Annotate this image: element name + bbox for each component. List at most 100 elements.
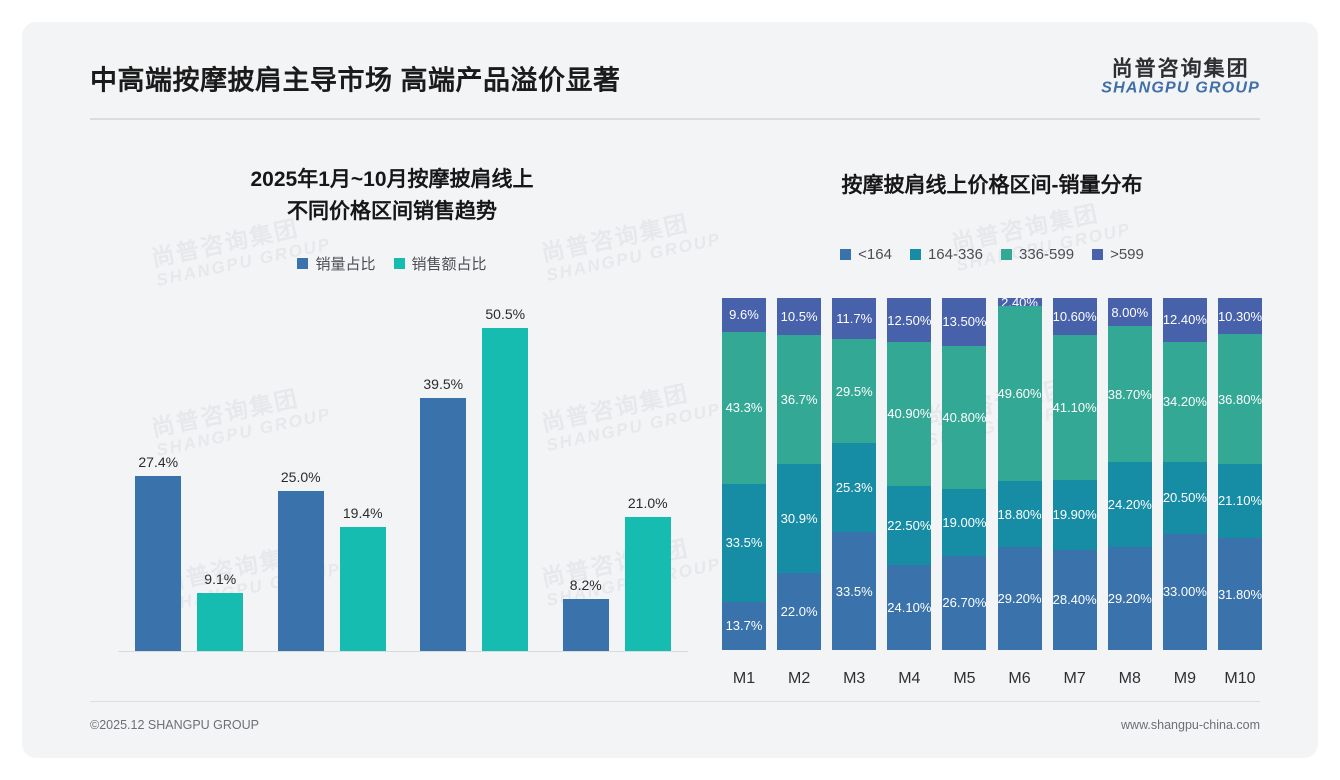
bar[interactable]	[339, 526, 386, 651]
legend-label: <164	[858, 245, 892, 263]
stacked-segment[interactable]: 40.80%	[942, 345, 987, 490]
bar-column[interactable]: 50.5%	[482, 306, 529, 651]
stacked-segment[interactable]: 36.7%	[777, 334, 822, 464]
stacked-segment[interactable]: 29.20%	[997, 547, 1042, 650]
stacked-bar-column[interactable]: 9.6% 43.3% 33.5% 13.7%	[722, 298, 766, 650]
stacked-segment[interactable]: 10.60%	[1052, 298, 1097, 336]
bar[interactable]	[420, 398, 467, 651]
stacked-segment[interactable]: 9.6%	[722, 298, 766, 332]
segment-value-label: 38.70%	[1107, 386, 1152, 402]
stacked-segment[interactable]: 26.70%	[942, 556, 987, 650]
bar[interactable]	[197, 592, 244, 651]
left-chart-title-line1: 2025年1月~10月按摩披肩线上	[250, 168, 534, 191]
segment-value-label: 31.80%	[1217, 586, 1262, 602]
stacked-segment[interactable]: 34.20%	[1162, 341, 1207, 462]
bar-column[interactable]: 9.1%	[197, 571, 244, 651]
stacked-bar-column[interactable]: 10.60% 41.10% 19.90% 28.40%	[1052, 298, 1097, 650]
bar[interactable]	[277, 491, 324, 651]
stacked-segment[interactable]: 8.00%	[1107, 298, 1152, 327]
bar-column[interactable]: 39.5%	[420, 376, 467, 651]
stacked-segment[interactable]: 19.00%	[942, 489, 987, 556]
x-axis-tick-label: M5	[953, 670, 976, 687]
left-legend-item[interactable]: 销量占比	[297, 253, 376, 274]
x-axis-tick-label: M9	[1173, 670, 1196, 687]
segment-value-label: 13.7%	[725, 618, 763, 634]
stacked-bar-column[interactable]: 11.7% 29.5% 25.3% 33.5%	[832, 298, 877, 650]
segment-value-label: 10.60%	[1052, 309, 1097, 325]
stacked-bar-column[interactable]: 12.50% 40.90% 22.50% 24.10%	[887, 298, 932, 650]
stacked-segment[interactable]: 22.50%	[887, 485, 932, 566]
stacked-segment[interactable]: 18.80%	[997, 481, 1042, 548]
logo-english-text: SHANGPU GROUP	[1101, 79, 1260, 97]
stacked-segment[interactable]: 29.20%	[1107, 547, 1152, 650]
stacked-segment[interactable]: 38.70%	[1107, 326, 1152, 463]
segment-value-label: 24.20%	[1107, 497, 1152, 513]
stacked-segment[interactable]: 2.40%	[997, 298, 1042, 310]
stacked-segment[interactable]: 19.90%	[1052, 479, 1097, 551]
stacked-segment[interactable]: 13.50%	[942, 298, 987, 346]
stacked-segment[interactable]: 43.3%	[722, 331, 766, 485]
stacked-bar-column[interactable]: 10.30% 36.80% 21.10% 31.80%	[1217, 298, 1262, 650]
x-axis-line	[118, 651, 688, 652]
stacked-segment[interactable]: 33.5%	[832, 532, 877, 650]
bar-column[interactable]: 21.0%	[624, 495, 671, 651]
bar[interactable]	[624, 516, 671, 651]
stacked-segment[interactable]: 33.5%	[722, 484, 766, 602]
segment-value-label: 43.3%	[725, 400, 763, 416]
segment-value-label: 11.7%	[836, 311, 873, 327]
bar[interactable]	[562, 598, 609, 651]
bar-column[interactable]: 25.0%	[277, 469, 324, 651]
stacked-segment[interactable]: 33.00%	[1162, 533, 1207, 650]
segment-value-label: 28.40%	[1052, 592, 1097, 608]
segment-value-label: 26.70%	[942, 595, 987, 611]
x-axis-tick-label: M4	[898, 670, 921, 687]
bar-column[interactable]: 27.4%	[135, 454, 182, 651]
bar-column[interactable]: 8.2%	[562, 577, 609, 651]
stacked-segment[interactable]: 28.40%	[1052, 550, 1097, 650]
segment-value-label: 2.40%	[1001, 298, 1038, 310]
stacked-bar-column[interactable]: 8.00% 38.70% 24.20% 29.20%	[1107, 298, 1152, 650]
bar-group: 25.0% 19.4%	[277, 469, 386, 651]
stacked-bar-column[interactable]: 10.5% 36.7% 30.9% 22.0%	[777, 298, 822, 650]
x-axis-tick-label: M7	[1063, 670, 1086, 687]
right-legend-item[interactable]: 336-599	[1001, 246, 1074, 263]
bar-column[interactable]: 19.4%	[339, 505, 386, 651]
stacked-segment[interactable]: 29.5%	[832, 339, 877, 443]
stacked-segment[interactable]: 21.10%	[1217, 463, 1262, 539]
stacked-segment[interactable]: 24.20%	[1107, 462, 1152, 548]
stacked-segment[interactable]: 40.90%	[887, 342, 932, 486]
stacked-segment[interactable]: 10.5%	[777, 298, 822, 335]
stacked-segment[interactable]: 22.0%	[777, 572, 822, 650]
segment-value-label: 19.00%	[942, 515, 987, 531]
footer-copyright: ©2025.12 SHANGPU GROUP	[90, 718, 259, 732]
stacked-segment[interactable]: 49.60%	[997, 306, 1042, 482]
stacked-segment[interactable]: 36.80%	[1217, 334, 1262, 464]
bar[interactable]	[482, 327, 529, 651]
stacked-segment[interactable]: 12.50%	[887, 298, 932, 342]
stacked-segment[interactable]: 30.9%	[777, 463, 822, 573]
stacked-bar-column[interactable]: 2.40% 49.60% 18.80% 29.20%	[997, 298, 1042, 650]
stacked-segment[interactable]: 12.40%	[1162, 298, 1207, 342]
stacked-segment[interactable]: 41.10%	[1052, 335, 1097, 480]
left-chart-legend: 销量占比 销售额占比	[82, 253, 702, 274]
stacked-segment[interactable]: 11.7%	[832, 298, 877, 340]
bar-value-label: 50.5%	[485, 305, 526, 322]
right-legend-item[interactable]: <164	[840, 246, 892, 263]
bar-value-label: 21.0%	[627, 494, 668, 511]
right-chart-legend: <164 164-336 336-599 >599	[712, 246, 1272, 263]
right-legend-item[interactable]: 164-336	[909, 246, 983, 263]
stacked-bar-column[interactable]: 13.50% 40.80% 19.00% 26.70%	[942, 298, 987, 650]
stacked-segment[interactable]: 25.3%	[832, 443, 877, 533]
stacked-bar-column[interactable]: 12.40% 34.20% 20.50% 33.00%	[1162, 298, 1207, 650]
stacked-segment[interactable]: 13.7%	[722, 601, 766, 650]
slide-canvas: 尚普咨询集团 SHANGPU GROUP 尚普咨询集团 SHANGPU GROU…	[22, 22, 1318, 758]
left-legend-item[interactable]: 销售额占比	[393, 253, 487, 274]
stacked-segment[interactable]: 31.80%	[1217, 538, 1262, 650]
segment-value-label: 25.3%	[835, 480, 873, 496]
legend-swatch-icon	[1001, 248, 1012, 260]
bar[interactable]	[135, 475, 182, 651]
stacked-segment[interactable]: 10.30%	[1217, 298, 1262, 335]
right-legend-item[interactable]: >599	[1092, 246, 1144, 263]
stacked-segment[interactable]: 24.10%	[887, 565, 932, 650]
stacked-segment[interactable]: 20.50%	[1162, 461, 1207, 534]
